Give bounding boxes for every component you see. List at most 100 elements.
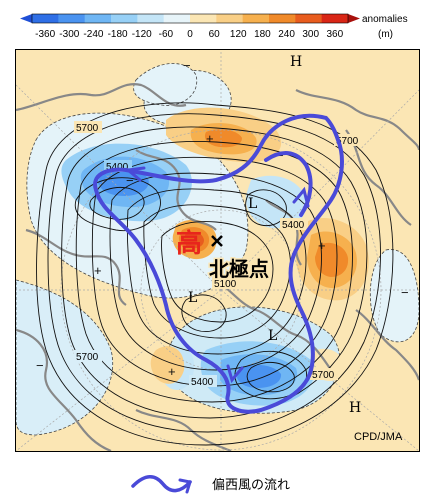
contour-label: 5400 [106,162,129,173]
colorbar-cell [58,14,86,23]
contour-label-bg [74,350,102,362]
pressure-labels: H H L L L [188,54,361,416]
colorbar-tick-label: 120 [230,29,247,40]
graticule-line-4 [220,289,419,451]
high-label: H [349,400,361,416]
colorbar-outline [31,13,349,24]
contour-label: 5700 [336,136,359,147]
contour-5 [91,156,338,387]
contour-lobe-west [74,177,161,232]
north-pole-label: 北極点 [209,257,269,281]
coast-inner-2 [215,279,332,371]
contour-lobe-south-inner [246,361,295,393]
jet-arrowhead [124,166,146,182]
colorbar-cell [137,14,165,23]
colorbar-tick-label: -120 [132,29,152,40]
colorbar-cell [84,14,112,23]
colorbar-cell [242,14,270,23]
contour-label: 5700 [76,352,99,363]
colorbar-cell [190,14,217,23]
jet-arrowheads [124,166,310,384]
anomaly-sign-plus: + [206,131,214,146]
pos-area-southwest [150,346,185,384]
anomaly-sign-minus: − [36,358,44,373]
coast-east [345,129,412,226]
contour-label: 5400 [191,377,214,388]
colorbar-cell [295,14,323,23]
contour-label: 5700 [312,370,335,381]
contour-9 [161,221,274,323]
legend-jet-arrowhead [178,478,192,494]
coast-west [25,228,127,306]
positive-anomaly-areas [150,107,369,384]
colorbar-cell [216,14,244,23]
contour-label-bg [212,277,240,289]
pos-core-north-inner [204,129,242,148]
graticule-line-3 [16,289,222,451]
high-kanji-label: 高 [176,228,202,259]
pos-core-east-inner [315,242,349,277]
coast-ne [295,89,419,151]
anomaly-sign-plus: + [168,364,176,379]
legend-label: 偏西風の流れ [212,478,290,493]
colorbar-tick-label: 0 [187,29,193,40]
low-label: L [268,328,277,344]
colorbar-tick-label: -360 [35,29,55,40]
colorbar-cell [269,14,296,23]
coast-south [135,409,232,451]
colorbar-tick-label: 180 [254,29,271,40]
contour-label-bg [189,375,217,387]
map-panel: 5700 5400 5700 5400 5100 5700 5400 5700 … [15,49,420,452]
neg-area-top [133,63,198,106]
north-pole-marker [211,235,223,247]
contour-lobe-ne [245,189,287,227]
colorbar-tick-label: -240 [83,29,103,40]
colorbar-cell [348,14,360,23]
low-label: L [248,196,257,212]
coast-se [355,309,419,381]
contour-3 [61,126,368,419]
contour-label-bg [280,218,308,230]
colorbar-tick-label: 240 [278,29,295,40]
contour-lobe-west-inner [89,187,145,220]
contour-label: 5700 [76,123,99,134]
jet-arrowhead [226,364,244,384]
colorbar-cell [163,14,191,23]
colorbar-tick-label: 360 [326,29,343,40]
contour-label: 5400 [282,220,305,231]
anomaly-sign-plus: + [94,263,102,278]
contour-7 [126,188,307,355]
anomaly-colorbar: -360 -300 -240 -180 -120 -60 0 60 120 180 240 300 36… [20,13,408,40]
colorbar-cell [321,14,349,23]
low-label: L [188,290,197,306]
colorbar-tick-labels: -360 -300 -240 -180 -120 -60 0 60 120 180 240 300 36… [35,29,343,40]
anomaly-sign-minus: − [126,173,134,188]
colorbar-cell [32,14,59,23]
contour-6 [109,172,322,371]
credit-label: CPD/JMA [354,431,403,443]
colorbar-title: anomalies [362,14,408,25]
contour-2 [47,113,381,433]
jet-stream-legend: 偏西風の流れ [131,475,290,494]
anomaly-sign-minus: − [401,285,409,300]
contour-1 [36,102,394,446]
colorbar-tick-label: -300 [59,29,79,40]
colorbar-tick-label: -60 [159,29,174,40]
anomaly-sign-minus: − [183,58,191,73]
coast-nw [16,83,187,112]
colorbar-tick-label: 60 [209,29,221,40]
jet-arrowhead [292,186,310,208]
contour-label-bg [310,368,338,380]
contour-8 [143,204,291,339]
pole-cross-line [211,235,223,247]
colorbar-cell [111,14,138,23]
high-label: H [290,54,302,70]
colorbar-tick-label: 300 [302,29,319,40]
colorbar-cells [20,13,360,24]
contour-lobe-center [181,294,227,332]
neg-area-northeast [245,175,307,229]
contour-label-bg [74,121,102,133]
pos-core-center-inner [183,231,204,249]
colorbar-unit: (m) [378,29,393,40]
neg-area-east [369,249,419,343]
